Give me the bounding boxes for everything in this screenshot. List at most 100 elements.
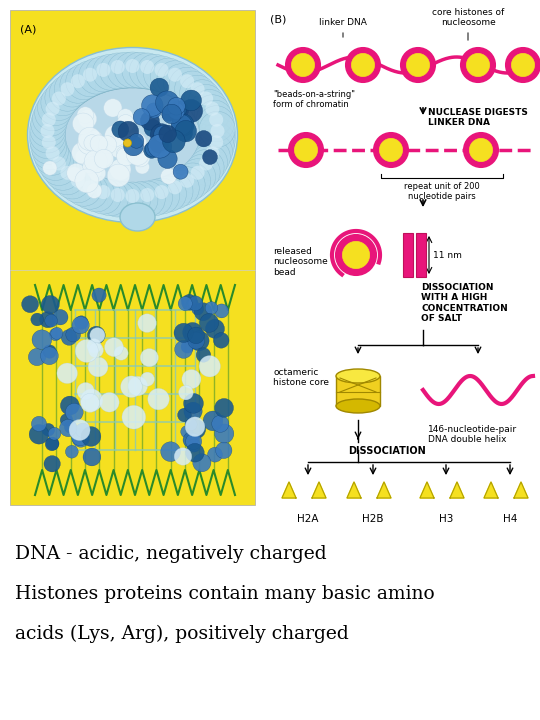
Circle shape (72, 430, 90, 447)
Text: H2A: H2A (297, 514, 319, 524)
Circle shape (150, 134, 169, 153)
Circle shape (87, 130, 103, 146)
Circle shape (72, 142, 93, 164)
Text: Histones proteins contain many basic amino: Histones proteins contain many basic ami… (15, 585, 435, 603)
Circle shape (78, 132, 100, 155)
Circle shape (42, 113, 56, 127)
Circle shape (100, 181, 136, 217)
Circle shape (49, 328, 62, 341)
Circle shape (31, 313, 44, 326)
Circle shape (81, 426, 101, 446)
Circle shape (181, 294, 197, 310)
Circle shape (163, 130, 185, 153)
Circle shape (199, 122, 235, 158)
Circle shape (97, 185, 110, 199)
Circle shape (140, 60, 154, 74)
Circle shape (157, 174, 193, 210)
Circle shape (52, 156, 66, 171)
Text: DISSOCIATION
WITH A HIGH
CONCENTRATION
OF SALT: DISSOCIATION WITH A HIGH CONCENTRATION O… (421, 283, 508, 323)
Circle shape (66, 327, 80, 342)
Circle shape (67, 163, 86, 182)
Circle shape (198, 106, 234, 142)
Circle shape (118, 109, 133, 124)
Text: DISSOCIATION: DISSOCIATION (348, 446, 426, 456)
Circle shape (41, 84, 77, 120)
Circle shape (131, 148, 150, 167)
Text: released
nucleosome
bead: released nucleosome bead (273, 247, 328, 276)
Circle shape (97, 63, 110, 77)
Circle shape (75, 316, 88, 329)
Circle shape (92, 180, 129, 216)
Circle shape (99, 392, 119, 412)
Circle shape (174, 163, 211, 199)
Circle shape (186, 433, 202, 449)
Text: linker DNA: linker DNA (319, 18, 367, 27)
Polygon shape (336, 376, 380, 406)
Circle shape (37, 145, 73, 181)
Circle shape (207, 447, 222, 462)
Circle shape (83, 448, 101, 466)
Circle shape (29, 425, 49, 444)
Circle shape (75, 169, 99, 193)
Circle shape (64, 421, 77, 433)
Text: repeat unit of 200
nucleotide pairs: repeat unit of 200 nucleotide pairs (404, 182, 480, 202)
Circle shape (71, 174, 85, 188)
Circle shape (60, 167, 96, 203)
Circle shape (60, 414, 73, 426)
Circle shape (128, 377, 147, 396)
Circle shape (214, 424, 234, 444)
Circle shape (188, 84, 224, 120)
Circle shape (85, 143, 105, 163)
Circle shape (180, 74, 194, 89)
Polygon shape (377, 482, 391, 498)
Circle shape (32, 134, 69, 170)
Circle shape (80, 393, 99, 413)
Circle shape (195, 130, 212, 147)
Circle shape (180, 159, 215, 195)
Circle shape (188, 327, 204, 343)
Circle shape (145, 141, 161, 157)
Circle shape (184, 393, 204, 413)
Circle shape (188, 150, 224, 186)
Circle shape (46, 437, 59, 450)
Circle shape (84, 138, 107, 161)
Circle shape (181, 426, 193, 438)
Circle shape (66, 170, 102, 206)
Circle shape (31, 128, 67, 164)
Circle shape (28, 348, 46, 366)
Circle shape (45, 154, 81, 190)
Circle shape (162, 104, 181, 124)
Circle shape (75, 339, 98, 362)
Circle shape (179, 385, 193, 400)
Circle shape (187, 420, 206, 438)
Circle shape (78, 127, 102, 150)
Circle shape (172, 114, 192, 135)
Circle shape (60, 396, 79, 415)
Circle shape (48, 428, 61, 440)
Circle shape (83, 180, 97, 194)
Circle shape (84, 153, 103, 173)
Circle shape (118, 121, 139, 142)
Circle shape (511, 53, 535, 76)
Circle shape (198, 128, 234, 164)
Polygon shape (420, 482, 434, 498)
Polygon shape (484, 482, 498, 498)
Circle shape (45, 80, 81, 116)
Circle shape (87, 326, 105, 344)
Circle shape (141, 95, 163, 116)
Circle shape (151, 58, 186, 94)
Circle shape (137, 54, 172, 90)
Circle shape (30, 117, 65, 153)
Circle shape (140, 112, 159, 130)
Circle shape (117, 147, 135, 166)
Circle shape (199, 156, 213, 171)
Circle shape (205, 302, 218, 314)
Circle shape (45, 437, 59, 451)
Circle shape (292, 53, 315, 76)
Circle shape (78, 109, 97, 128)
Circle shape (89, 165, 106, 181)
Circle shape (182, 369, 201, 389)
Ellipse shape (28, 48, 238, 222)
Circle shape (61, 330, 77, 346)
Ellipse shape (120, 203, 155, 231)
